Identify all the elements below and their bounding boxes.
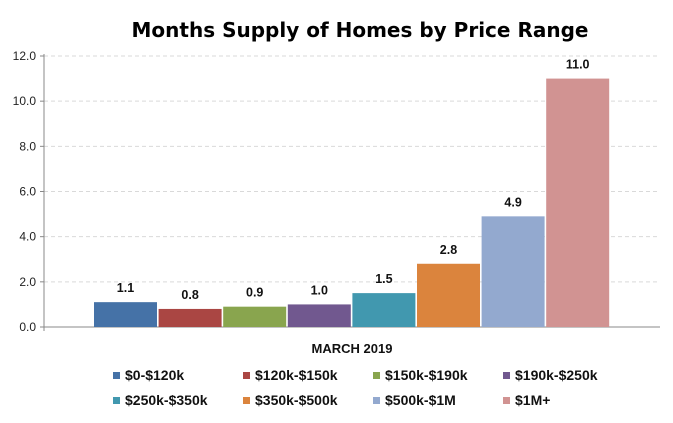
legend-item: $350k-$500k [243, 392, 338, 408]
legend-item: $190k-$250k [503, 367, 598, 383]
y-tick-label: 10.0 [13, 94, 37, 108]
legend-swatch [113, 397, 120, 404]
data-label: 4.9 [504, 195, 521, 209]
bar [352, 293, 416, 327]
bar [417, 263, 480, 327]
legend-label: $0-$120k [125, 367, 184, 383]
chart-title: Months Supply of Homes by Price Range [132, 18, 589, 42]
legend-swatch [503, 397, 510, 404]
bar [481, 216, 545, 327]
y-tick-label: 4.0 [19, 230, 36, 244]
legend-item: $0-$120k [113, 367, 184, 383]
data-label: 0.8 [181, 288, 198, 302]
legend-swatch [243, 372, 250, 379]
legend-swatch [503, 372, 510, 379]
legend-item: $150k-$190k [373, 367, 468, 383]
y-tick-label: 2.0 [19, 275, 36, 289]
legend-item: $250k-$350k [113, 392, 208, 408]
legend-label: $350k-$500k [255, 392, 338, 408]
legend-swatch [373, 372, 380, 379]
data-label: 2.8 [440, 243, 457, 257]
y-tick-label: 12.0 [13, 49, 37, 63]
y-tick-label: 8.0 [19, 139, 36, 153]
bar [94, 302, 157, 327]
y-tick-label: 6.0 [19, 185, 36, 199]
data-label: 11.0 [566, 58, 590, 72]
bar [546, 78, 610, 327]
bar [223, 306, 287, 327]
legend-label: $1M+ [515, 392, 550, 408]
legend-swatch [373, 397, 380, 404]
legend-item: $120k-$150k [243, 367, 338, 383]
legend-label: $250k-$350k [125, 392, 208, 408]
legend-label: $190k-$250k [515, 367, 598, 383]
legend-item: $1M+ [503, 392, 550, 408]
y-tick-label: 0.0 [19, 320, 36, 334]
bar [158, 308, 222, 327]
legend-swatch [243, 397, 250, 404]
x-axis-label: MARCH 2019 [312, 341, 393, 356]
legend-swatch [113, 372, 120, 379]
legend-label: $120k-$150k [255, 367, 338, 383]
legend-label: $500k-$1M [385, 392, 456, 408]
legend-label: $150k-$190k [385, 367, 468, 383]
data-label: 1.0 [311, 283, 328, 297]
legend-item: $500k-$1M [373, 392, 456, 408]
bar [287, 304, 351, 327]
data-label: 1.5 [375, 272, 392, 286]
data-label: 0.9 [246, 286, 263, 300]
data-label: 1.1 [117, 281, 134, 295]
